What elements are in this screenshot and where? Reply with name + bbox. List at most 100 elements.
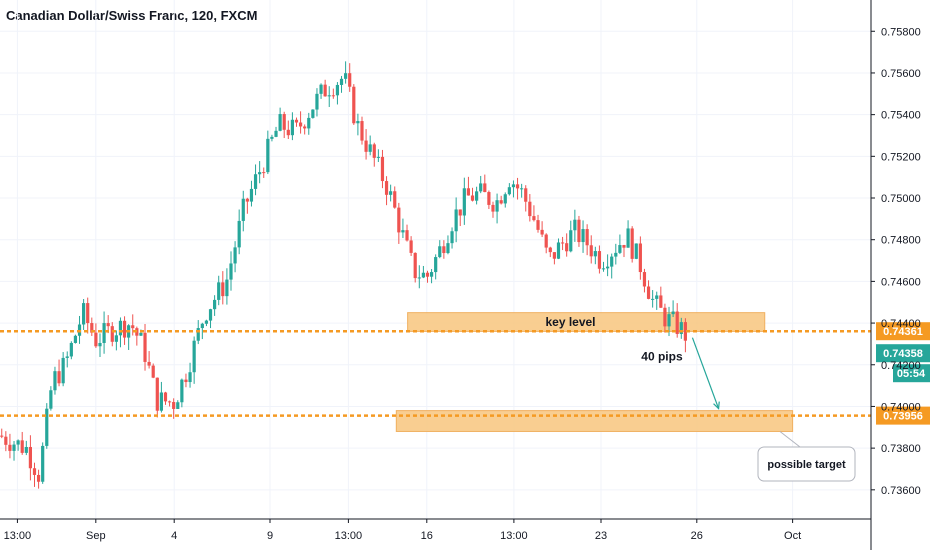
candle-body <box>360 121 364 141</box>
candle-body <box>638 243 642 273</box>
candle-body <box>131 325 135 329</box>
candle-body <box>90 323 94 333</box>
candle-body <box>57 371 61 384</box>
candle-body <box>413 252 417 279</box>
arrow-line <box>691 337 720 409</box>
candle-body <box>282 114 286 130</box>
candle-body <box>110 326 114 342</box>
candle-body <box>82 303 86 325</box>
candle-body <box>8 444 12 451</box>
candle-body <box>655 295 659 299</box>
candle-body <box>188 372 192 383</box>
candle-body <box>454 209 458 232</box>
price-tick-label: 0.74200 <box>881 360 921 372</box>
candle-body <box>458 209 462 216</box>
candle-body <box>417 277 421 279</box>
candle-body <box>233 247 237 264</box>
candle-body <box>241 198 245 221</box>
key-level-zone <box>407 312 766 332</box>
candle-body <box>425 272 430 277</box>
candle-body <box>540 229 544 235</box>
callout-pointer <box>779 431 801 448</box>
candle-body <box>560 242 565 244</box>
candle-body <box>630 228 634 259</box>
candle-body <box>495 200 499 212</box>
price-tick-label: 0.74400 <box>881 318 921 330</box>
time-tick-label: 4 <box>171 530 177 542</box>
candle-body <box>470 195 475 201</box>
candle-body <box>65 356 69 358</box>
candle-body <box>159 392 163 411</box>
candle-body <box>597 251 602 269</box>
candle-body <box>294 119 299 123</box>
candle-body <box>278 114 282 131</box>
candle-body <box>94 332 98 347</box>
candle-body <box>544 234 548 248</box>
candle-body <box>548 247 552 253</box>
candle-body <box>618 245 622 253</box>
candle-body <box>258 172 262 175</box>
candle-body <box>274 130 278 137</box>
candle-body <box>401 230 405 233</box>
candle-body <box>384 181 389 195</box>
candle-body <box>32 468 37 475</box>
candle-body <box>69 342 73 357</box>
candle-body <box>372 144 376 158</box>
candle-body <box>446 243 450 254</box>
candle-body <box>503 194 507 204</box>
candle-body <box>651 298 655 300</box>
price-tick-label: 0.73600 <box>881 485 921 497</box>
candle-body <box>409 240 413 253</box>
candle-body <box>53 371 57 391</box>
price-tick-label: 0.75800 <box>881 26 921 38</box>
candle-body <box>167 401 172 403</box>
candle-body <box>634 243 638 259</box>
levels: 0.74361 0.73956 0.74358 05:54 <box>0 322 930 425</box>
candle-body <box>663 307 667 327</box>
candle-body <box>184 379 188 383</box>
candle-body <box>352 86 356 124</box>
candle-body <box>659 295 663 308</box>
price-tick-label: 0.74800 <box>881 235 921 247</box>
candle-body <box>213 299 217 310</box>
price-tick-label: 0.75400 <box>881 110 921 122</box>
candle-body <box>442 246 446 254</box>
candle-body <box>102 323 106 343</box>
candle-body <box>86 303 90 324</box>
candle-body <box>303 126 307 129</box>
candle-body <box>380 156 385 182</box>
candle-body <box>421 272 425 278</box>
candle-body <box>155 377 159 411</box>
candle-body <box>266 138 270 173</box>
candle-body <box>475 191 479 201</box>
price-tick-label: 0.75600 <box>881 68 921 80</box>
candle-body <box>217 282 221 300</box>
candles <box>0 61 687 489</box>
candle-body <box>556 242 561 259</box>
candle-body <box>466 188 471 196</box>
candle-body <box>429 272 434 277</box>
candle-body <box>45 408 49 446</box>
candle-body <box>176 402 180 409</box>
candle-body <box>368 144 372 152</box>
level-price-badge <box>876 322 930 341</box>
candle-body <box>335 84 340 96</box>
candle-body <box>286 129 290 136</box>
candle-body <box>536 220 540 230</box>
candle-body <box>405 230 409 241</box>
candle-body <box>315 93 319 110</box>
candle-body <box>147 361 151 366</box>
candle-body <box>262 172 266 174</box>
arrow-head-icon <box>713 401 720 410</box>
time-tick-label: 16 <box>421 530 433 542</box>
level-price-label: 0.73956 <box>883 411 923 423</box>
candle-body <box>200 323 204 329</box>
candle-body <box>192 340 196 373</box>
candle-body <box>12 444 16 451</box>
target-callout-box <box>757 446 856 482</box>
level-price-label: 0.74361 <box>883 326 923 338</box>
candle-body <box>98 342 102 347</box>
candle-body <box>319 84 323 94</box>
